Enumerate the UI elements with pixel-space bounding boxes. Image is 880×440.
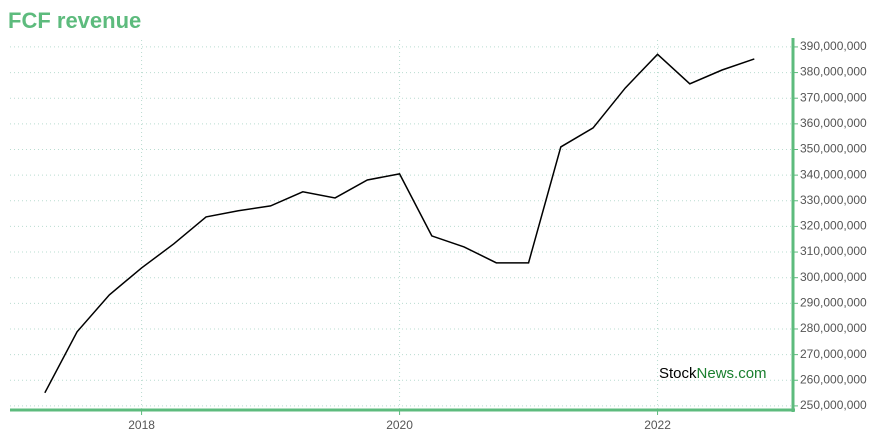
- y-tick-label: 390,000,000: [800, 39, 867, 53]
- y-tick-label: 290,000,000: [800, 296, 867, 310]
- y-tick-label: 300,000,000: [800, 270, 867, 284]
- x-tick-label: 2020: [386, 418, 413, 432]
- y-tick-label: 280,000,000: [800, 321, 867, 335]
- y-tick-label: 340,000,000: [800, 167, 867, 181]
- watermark: StockNews.com: [659, 365, 767, 382]
- watermark-part: News.com: [697, 365, 767, 382]
- y-tick-label: 250,000,000: [800, 398, 867, 412]
- y-tick-label: 320,000,000: [800, 219, 867, 233]
- x-tick-label: 2018: [128, 418, 155, 432]
- chart-title: FCF revenue: [8, 8, 141, 33]
- y-tick-label: 310,000,000: [800, 244, 867, 258]
- x-tick-label: 2022: [644, 418, 671, 432]
- y-tick-label: 380,000,000: [800, 65, 867, 79]
- y-tick-label: 260,000,000: [800, 372, 867, 386]
- y-tick-label: 350,000,000: [800, 142, 867, 156]
- y-tick-label: 360,000,000: [800, 116, 867, 130]
- watermark-part: Stock: [659, 365, 697, 382]
- y-tick-label: 270,000,000: [800, 347, 867, 361]
- y-tick-label: 370,000,000: [800, 90, 867, 104]
- y-tick-label: 330,000,000: [800, 193, 867, 207]
- line: [44, 53, 755, 394]
